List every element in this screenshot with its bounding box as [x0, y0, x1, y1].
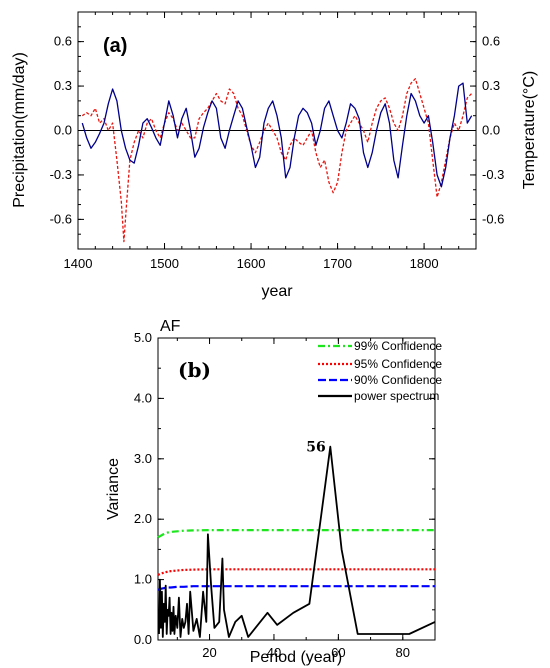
confidence-99-line	[157, 528, 435, 539]
legend-label-90: 90% Confidence	[354, 373, 442, 387]
y-tick-label-b: 1.0	[134, 572, 152, 587]
x-axis-label-b: Period (year)	[250, 649, 342, 666]
temperature-series-line	[81, 78, 473, 243]
y-tick-label-left: 0.3	[54, 78, 72, 93]
panel-b: AF 0.0 1.0 2.0 3.0 4.0 5.0 20 40 60 80 (b) 56 Pe…	[105, 318, 442, 666]
x-tick-label: 1700	[323, 256, 352, 271]
y-tick-label-left: 0.0	[54, 123, 72, 138]
x-ticks-b: 20 40 60 80	[176, 338, 436, 660]
y-axis-label-b: Variance	[105, 458, 122, 520]
x-tick-label-b: 60	[331, 645, 345, 660]
panel-b-label: (b)	[178, 358, 211, 382]
y-tick-label-right: -0.3	[482, 167, 504, 182]
y-tick-label-b: 2.0	[134, 511, 152, 526]
x-tick-label: 1400	[64, 256, 93, 271]
panel-b-series	[157, 445, 436, 638]
y-axis-label-right: Temperature(°C)	[521, 71, 538, 189]
panel-a-series	[81, 78, 473, 243]
panel-a: -0.6 -0.3 0.0 0.3 0.6 -0.6 -0.3 0.0 0.3 0.6 1400…	[11, 11, 538, 300]
x-tick-label-b: 40	[267, 645, 281, 660]
x-tick-label-b: 20	[202, 645, 216, 660]
y-tick-label-right: -0.6	[482, 211, 504, 226]
legend-item-99: 99% Confidence	[318, 339, 442, 353]
y-tick-label-b: 4.0	[134, 390, 152, 405]
x-tick-label: 1500	[150, 256, 179, 271]
legend-item-90: 90% Confidence	[318, 373, 442, 387]
x-ticks: 1400 1500 1600 1700 1800	[64, 12, 477, 271]
legend-label-95: 95% Confidence	[354, 357, 442, 371]
x-axis-label-a: year	[261, 283, 293, 300]
y-tick-label-right: 0.0	[482, 123, 500, 138]
x-tick-label: 1600	[237, 256, 266, 271]
power-spectrum-line	[158, 445, 436, 638]
y-tick-label-left: -0.6	[50, 211, 72, 226]
precipitation-series-line	[81, 82, 473, 188]
legend-label-power: power spectrum	[354, 389, 439, 403]
legend-label-99: 99% Confidence	[354, 339, 442, 353]
y-axis-label-left: Precipitation(mm/day)	[11, 52, 28, 208]
x-tick-label: 1800	[410, 256, 439, 271]
legend-item-power: power spectrum	[318, 389, 439, 403]
y-tick-label-right: 0.6	[482, 34, 500, 49]
left-y-ticks: -0.6 -0.3 0.0 0.3 0.6	[50, 11, 84, 250]
peak-annotation: 56	[306, 440, 325, 456]
panel-a-label: (a)	[103, 35, 127, 57]
y-tick-label-left: -0.3	[50, 167, 72, 182]
y-tick-label-b: 5.0	[134, 330, 152, 345]
y-tick-label-left: 0.6	[54, 34, 72, 49]
y-tick-label-b: 0.0	[134, 632, 152, 647]
confidence-95-line	[157, 568, 435, 576]
panel-b-title: AF	[160, 318, 181, 335]
right-y-ticks: -0.6 -0.3 0.0 0.3 0.6	[470, 11, 504, 250]
confidence-90-line	[157, 585, 435, 591]
legend-item-95: 95% Confidence	[318, 357, 442, 371]
x-tick-label-b: 80	[396, 645, 410, 660]
y-tick-label-right: 0.3	[482, 78, 500, 93]
legend: 99% Confidence 95% Confidence 90% Confid…	[318, 339, 442, 403]
y-tick-label-b: 3.0	[134, 451, 152, 466]
